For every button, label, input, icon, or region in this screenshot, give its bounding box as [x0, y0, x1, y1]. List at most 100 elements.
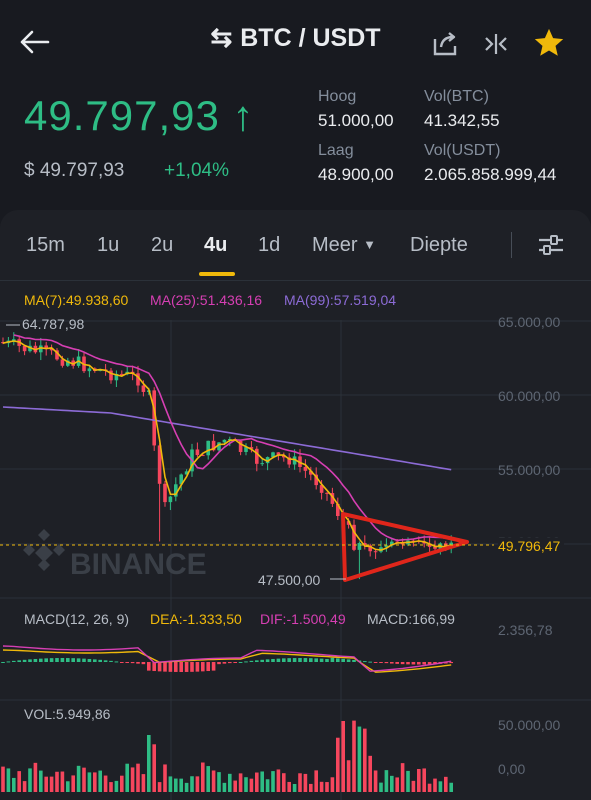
- volume-bar: [406, 770, 410, 792]
- candle-body: [66, 360, 70, 366]
- volume-bar: [400, 763, 405, 792]
- volume-bar: [217, 772, 221, 792]
- volume-bar: [71, 775, 75, 792]
- macd-bar: [395, 662, 399, 664]
- high-label: Hoog: [318, 88, 357, 105]
- candle-body: [238, 440, 243, 452]
- macd-bar: [28, 659, 32, 662]
- tab-1d[interactable]: 1d: [258, 234, 281, 256]
- tab-depth[interactable]: Diepte: [410, 234, 468, 256]
- macd-bar: [260, 659, 264, 662]
- chart-area[interactable]: [0, 280, 591, 800]
- macd-bar: [44, 658, 48, 662]
- candle-body: [60, 359, 65, 366]
- macd-bar: [363, 661, 367, 663]
- chart-top-border: [0, 280, 591, 281]
- macd-bar: [39, 658, 43, 662]
- caret-down-icon: ▼: [363, 237, 377, 252]
- ma99-line: [2, 406, 452, 471]
- candle-body: [163, 483, 167, 503]
- volume-bar: [249, 778, 254, 792]
- volume-bar: [422, 768, 426, 792]
- share-button[interactable]: [428, 26, 462, 60]
- candle-body: [222, 439, 227, 443]
- candle-body: [265, 457, 270, 464]
- macd-histogram: [1, 657, 453, 672]
- macd-bar: [201, 662, 205, 672]
- candle-body: [44, 345, 48, 348]
- volume-bar: [222, 782, 227, 792]
- ma25-line: [13, 334, 452, 542]
- volume-bar: [211, 770, 216, 792]
- watermark-text: BINANCE: [70, 548, 207, 581]
- candle-body: [411, 540, 416, 542]
- macd-bar: [179, 662, 183, 672]
- candle-body: [141, 385, 146, 392]
- volume-bar: [120, 775, 124, 792]
- candle-body: [201, 455, 205, 457]
- macd-bar: [411, 662, 416, 665]
- price-up-arrow-icon: ↑: [232, 92, 255, 139]
- macd-bar: [303, 658, 308, 662]
- back-button[interactable]: [14, 24, 54, 60]
- volume-label: VOL:5.949,86: [24, 706, 111, 722]
- candle-body: [217, 442, 221, 451]
- candlestick-chart[interactable]: BINANCE 64.787,98 47.500,00: [0, 280, 591, 800]
- tab-4u[interactable]: 4u: [204, 234, 228, 256]
- volume-bar: [292, 783, 297, 792]
- macd-bar: [82, 658, 86, 662]
- y-tick-55000: 55.000,00: [498, 462, 561, 478]
- active-tab-indicator: [199, 272, 235, 276]
- volume-bar: [87, 772, 92, 792]
- macd-bar: [114, 661, 119, 663]
- volume-bars: [1, 720, 453, 792]
- candle-body: [260, 463, 264, 465]
- candle-body: [136, 373, 140, 386]
- candle-body: [309, 470, 313, 475]
- volume-bar: [336, 737, 340, 792]
- candle-body: [87, 368, 92, 372]
- tab-2u[interactable]: 2u: [151, 234, 174, 256]
- candle-body: [120, 373, 124, 375]
- pair-title[interactable]: ⇆ BTC / USDT: [210, 22, 381, 52]
- candle-body: [168, 496, 173, 503]
- macd-bar: [271, 658, 275, 662]
- candle-body: [179, 474, 183, 485]
- high-value: 51.000,00: [318, 111, 394, 130]
- binance-logo-icon: [23, 529, 65, 571]
- macd-bar: [406, 662, 410, 665]
- candle-body: [28, 345, 32, 352]
- favorite-button[interactable]: [530, 24, 568, 62]
- macd-bar: [190, 662, 194, 672]
- volume-bar: [190, 776, 194, 792]
- candle-body: [157, 445, 162, 484]
- volume-axis-bottom: 0,00: [498, 761, 526, 777]
- chart-settings-button[interactable]: [534, 230, 568, 260]
- volume-bar: [12, 777, 16, 792]
- macd-value-label: MACD:166,99: [367, 611, 455, 627]
- candle-body: [433, 546, 437, 549]
- vol-quote-label: Vol(USDT): [424, 142, 501, 159]
- macd-dea-label: DEA:-1.333,50: [150, 611, 242, 627]
- macd-bar: [449, 662, 453, 664]
- macd-bar: [325, 658, 329, 662]
- volume-bar: [103, 775, 108, 792]
- macd-bar: [352, 659, 356, 662]
- macd-bar: [292, 658, 297, 662]
- macd-bar: [298, 658, 302, 662]
- compare-button[interactable]: [480, 28, 512, 60]
- volume-bar: [1, 766, 5, 792]
- volume-bar: [82, 767, 86, 792]
- price-usd: $ 49.797,93: [24, 160, 125, 181]
- volume-bar: [76, 765, 81, 792]
- volume-bar: [28, 768, 32, 792]
- macd-bar: [195, 662, 200, 672]
- tab-1u[interactable]: 1u: [97, 234, 120, 256]
- macd-bar: [433, 662, 437, 665]
- volume-bar: [330, 777, 335, 792]
- macd-bar: [184, 662, 189, 672]
- volume-bar: [438, 781, 443, 792]
- tab-15m[interactable]: 15m: [26, 234, 65, 256]
- macd-bar: [265, 659, 270, 662]
- tab-more[interactable]: Meer ▼: [312, 234, 377, 256]
